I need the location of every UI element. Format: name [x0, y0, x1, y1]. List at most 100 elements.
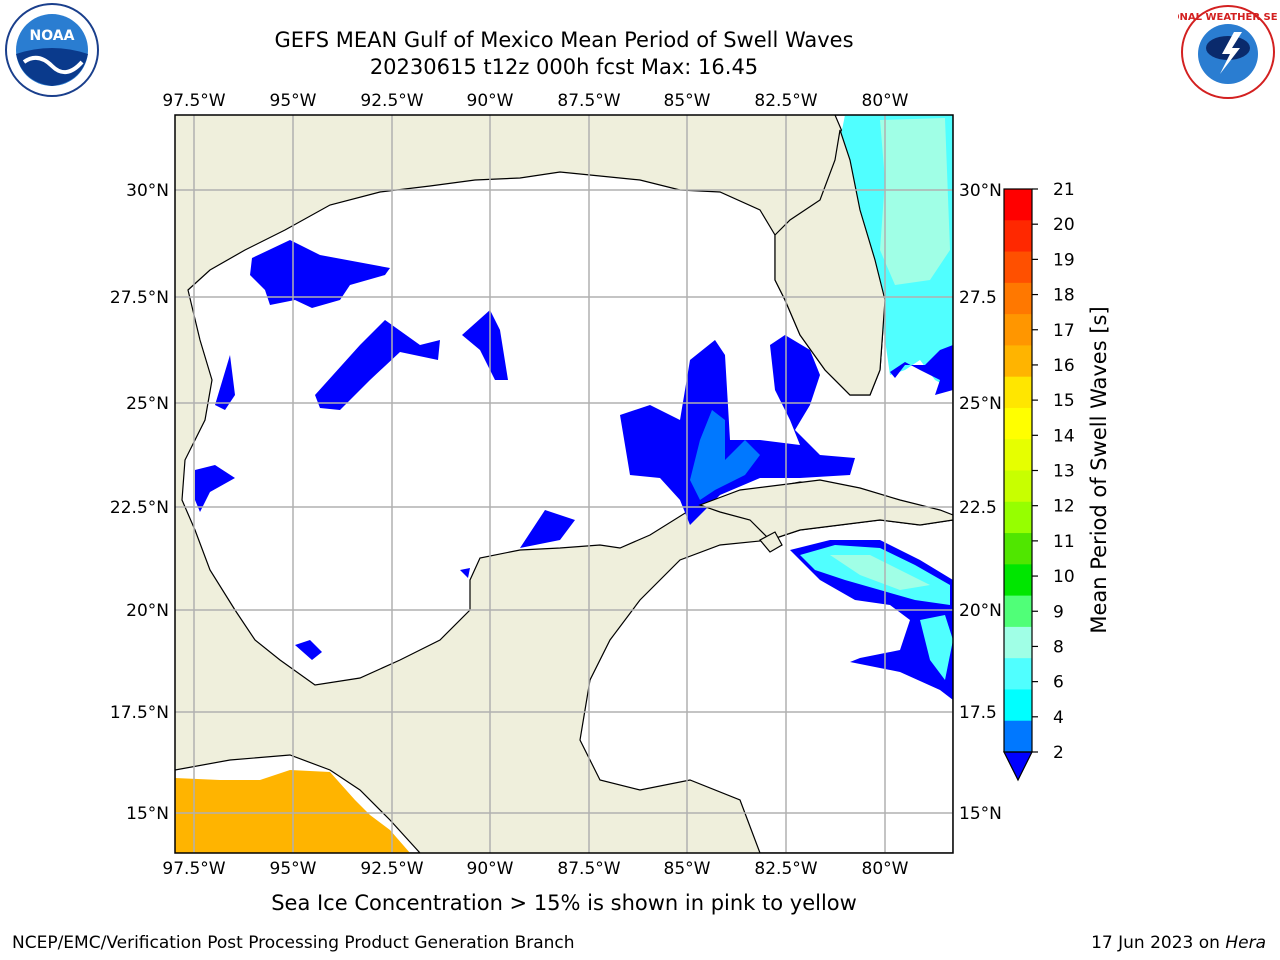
lat-ticks-left: 30°N 27.5°N 25°N 22.5°N 20°N 17.5°N 15°N	[110, 181, 169, 824]
footer-credit: NCEP/EMC/Verification Post Processing Pr…	[12, 933, 575, 953]
colorbar-segment	[1004, 314, 1032, 346]
lon-ticks-top: 97.5°W 95°W 92.5°W 90°W 87.5°W 85°W 82.5…	[162, 91, 908, 111]
colorbar-segment	[1004, 376, 1032, 409]
lon-tick-label: 95°W	[270, 859, 317, 879]
contour-2-4s	[215, 355, 235, 410]
lon-tick-label: 87.5°W	[557, 91, 620, 111]
contour-2-4s	[460, 568, 470, 578]
colorbar-tick-label: 17	[1053, 321, 1075, 341]
lat-tick-label: 25°N	[126, 394, 169, 414]
colorbar-segment	[1004, 626, 1032, 659]
lon-tick-label: 87.5°W	[557, 859, 620, 879]
footer-timestamp: 17 Jun 2023 on Hera	[1091, 933, 1266, 953]
lat-tick-label: 17.5°N	[110, 703, 169, 723]
footer-host: Hera	[1225, 933, 1266, 953]
lat-tick-label: 22.5	[959, 498, 997, 518]
contour-6-8s	[880, 118, 950, 285]
colorbar-tick-label: 15	[1053, 391, 1075, 411]
lat-tick-label: 20°N	[126, 601, 169, 621]
colorbar-tick-label: 11	[1053, 532, 1075, 552]
lat-tick-label: 22.5°N	[110, 498, 169, 518]
colorbar-segment	[1004, 595, 1032, 628]
colorbar-segment	[1004, 564, 1032, 597]
lon-tick-label: 90°W	[467, 91, 514, 111]
colorbar-tick-label: 16	[1053, 356, 1075, 376]
colorbar-tick-label: 14	[1053, 426, 1075, 446]
contour-2-4s	[890, 345, 953, 395]
lat-tick-label: 20°N	[959, 601, 1002, 621]
colorbar-tick-label: 6	[1053, 673, 1064, 693]
colorbar-segment	[1004, 345, 1032, 378]
colorbar-tick-label: 20	[1053, 215, 1075, 235]
colorbar-segment	[1004, 407, 1032, 440]
sea-ice-note: Sea Ice Concentration > 15% is shown in …	[271, 891, 857, 915]
nws-logo-text: NATIONAL WEATHER SERVICE	[1178, 12, 1278, 23]
lon-tick-label: 90°W	[467, 859, 514, 879]
colorbar-segment	[1004, 689, 1032, 722]
contour-4-6s	[690, 410, 760, 500]
colorbar	[1004, 189, 1032, 753]
contour-4-6s	[920, 615, 953, 680]
map-frame	[174, 114, 954, 854]
lon-tick-label: 97.5°W	[162, 91, 225, 111]
colorbar-ticks: 21 20 19 18 17 16 15 14 13 12 11 10 9 8 6 4 2	[1032, 180, 1075, 763]
colorbar-segment	[1004, 470, 1032, 503]
swell-period-field	[175, 115, 953, 853]
lon-tick-label: 97.5°W	[162, 859, 225, 879]
lon-tick-label: 82.5°W	[754, 859, 817, 879]
colorbar-segment	[1004, 282, 1032, 315]
lon-tick-label: 92.5°W	[360, 91, 423, 111]
contour-2-4s	[195, 465, 235, 512]
colorbar-tick-label: 10	[1053, 567, 1075, 587]
cuba	[698, 479, 953, 541]
lat-tick-label: 30°N	[126, 181, 169, 201]
lon-tick-label: 92.5°W	[360, 859, 423, 879]
colorbar-segment	[1004, 501, 1032, 534]
contour-2-4s	[462, 310, 508, 380]
lat-tick-label: 27.5°N	[110, 288, 169, 308]
colorbar-tick-label: 13	[1053, 462, 1075, 482]
svg-text:NOAA: NOAA	[30, 28, 75, 44]
lon-ticks-bottom: 97.5°W 95°W 92.5°W 90°W 87.5°W 85°W 82.5…	[162, 859, 908, 879]
lat-tick-label: 30°N	[959, 181, 1002, 201]
colorbar-extend-triangle	[1003, 751, 1033, 782]
lat-ticks-right: 30°N 27.5 25°N 22.5 20°N 17.5 15°N	[959, 181, 1002, 824]
colorbar-segment	[1004, 533, 1032, 565]
colorbar-tick-label: 8	[1053, 637, 1064, 657]
colorbar-tick-label: 9	[1053, 602, 1064, 622]
contour-2-4s	[315, 320, 440, 410]
colorbar-segment	[1004, 658, 1032, 690]
footer-date: 17 Jun 2023 on	[1091, 933, 1226, 953]
chart-title: GEFS MEAN Gulf of Mexico Mean Period of …	[274, 28, 854, 52]
colorbar-segment	[1004, 251, 1032, 284]
colorbar-tick-label: 12	[1053, 497, 1075, 517]
noaa-logo: NOAA	[5, 3, 99, 97]
colorbar-tick-label: 2	[1053, 743, 1064, 763]
lat-tick-label: 17.5	[959, 703, 997, 723]
lat-tick-label: 15°N	[126, 804, 169, 824]
lon-tick-label: 80°W	[862, 859, 909, 879]
lon-tick-label: 82.5°W	[754, 91, 817, 111]
lon-tick-label: 95°W	[270, 91, 317, 111]
lon-tick-label: 85°W	[664, 859, 711, 879]
colorbar-segment	[1004, 720, 1032, 753]
contour-2-4s	[250, 240, 390, 308]
lat-tick-label: 27.5	[959, 288, 997, 308]
colorbar-label: Mean Period of Swell Waves [s]	[1087, 306, 1111, 633]
colorbar-segment	[1004, 189, 1032, 221]
colorbar-segment	[1004, 439, 1032, 471]
lon-tick-label: 85°W	[664, 91, 711, 111]
chart-subtitle: 20230615 t12z 000h fcst Max: 16.45	[369, 55, 759, 79]
contour-6-8s	[830, 555, 930, 590]
colorbar-tick-label: 21	[1053, 180, 1075, 200]
lat-tick-label: 25°N	[959, 394, 1002, 414]
contour-2-4s	[620, 335, 855, 525]
lon-tick-label: 80°W	[862, 91, 909, 111]
nws-logo: NATIONAL WEATHER SERVICE	[1178, 5, 1278, 99]
contour-2-4s	[520, 510, 575, 548]
colorbar-tick-label: 19	[1053, 250, 1075, 270]
contour-2-4s	[295, 640, 322, 660]
colorbar-tick-label: 4	[1053, 708, 1064, 728]
lat-tick-label: 15°N	[959, 804, 1002, 824]
colorbar-segment	[1004, 220, 1032, 253]
